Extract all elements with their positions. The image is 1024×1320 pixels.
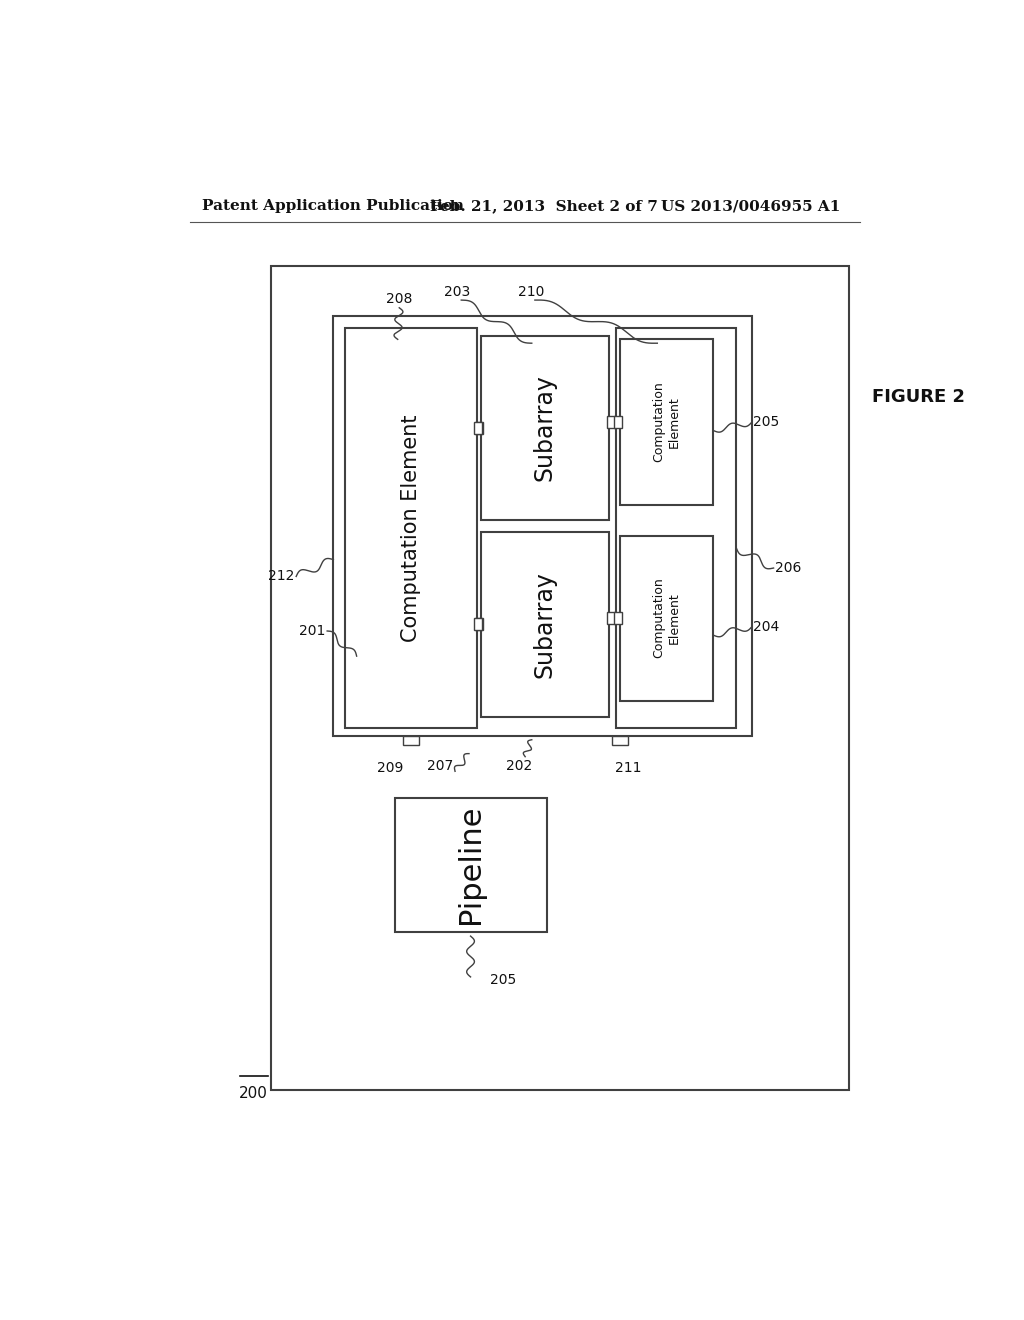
Text: 207: 207 (427, 759, 454, 774)
Bar (614, 612, 622, 624)
Bar (334, 317, 752, 737)
Bar (271, 267, 849, 1090)
Text: Computation Element: Computation Element (400, 414, 421, 642)
Bar (395, 797, 547, 932)
Bar (475, 618, 483, 631)
Bar (621, 536, 713, 701)
Text: 206: 206 (775, 561, 802, 576)
Bar (480, 335, 608, 520)
Bar (480, 532, 608, 717)
Text: 212: 212 (268, 569, 295, 583)
Bar (474, 618, 482, 631)
Text: 202: 202 (506, 759, 532, 774)
Text: 211: 211 (614, 760, 641, 775)
Text: Subarray: Subarray (532, 375, 556, 482)
Text: 208: 208 (386, 292, 413, 306)
Bar (621, 339, 713, 506)
Text: Computation
Element: Computation Element (652, 578, 681, 659)
Text: FIGURE 2: FIGURE 2 (872, 388, 965, 407)
Text: 210: 210 (518, 285, 544, 298)
Text: Subarray: Subarray (532, 570, 556, 677)
Bar (474, 422, 482, 434)
Text: 205: 205 (489, 973, 516, 987)
Bar (475, 422, 483, 434)
Text: Patent Application Publication: Patent Application Publication (202, 199, 464, 213)
Bar (616, 327, 736, 729)
Text: 200: 200 (239, 1086, 267, 1101)
Text: 209: 209 (377, 760, 403, 775)
Text: Pipeline: Pipeline (456, 805, 485, 924)
Text: 201: 201 (299, 624, 326, 638)
Text: Feb. 21, 2013  Sheet 2 of 7: Feb. 21, 2013 Sheet 2 of 7 (430, 199, 658, 213)
Bar (607, 612, 614, 624)
Bar (612, 737, 628, 744)
Bar (607, 416, 614, 428)
Bar (345, 327, 477, 729)
Bar (403, 737, 419, 744)
Text: 205: 205 (754, 414, 779, 429)
Text: 203: 203 (444, 285, 470, 298)
Text: US 2013/0046955 A1: US 2013/0046955 A1 (662, 199, 841, 213)
Text: 204: 204 (754, 620, 779, 634)
Text: Computation
Element: Computation Element (652, 381, 681, 462)
Bar (614, 416, 622, 428)
